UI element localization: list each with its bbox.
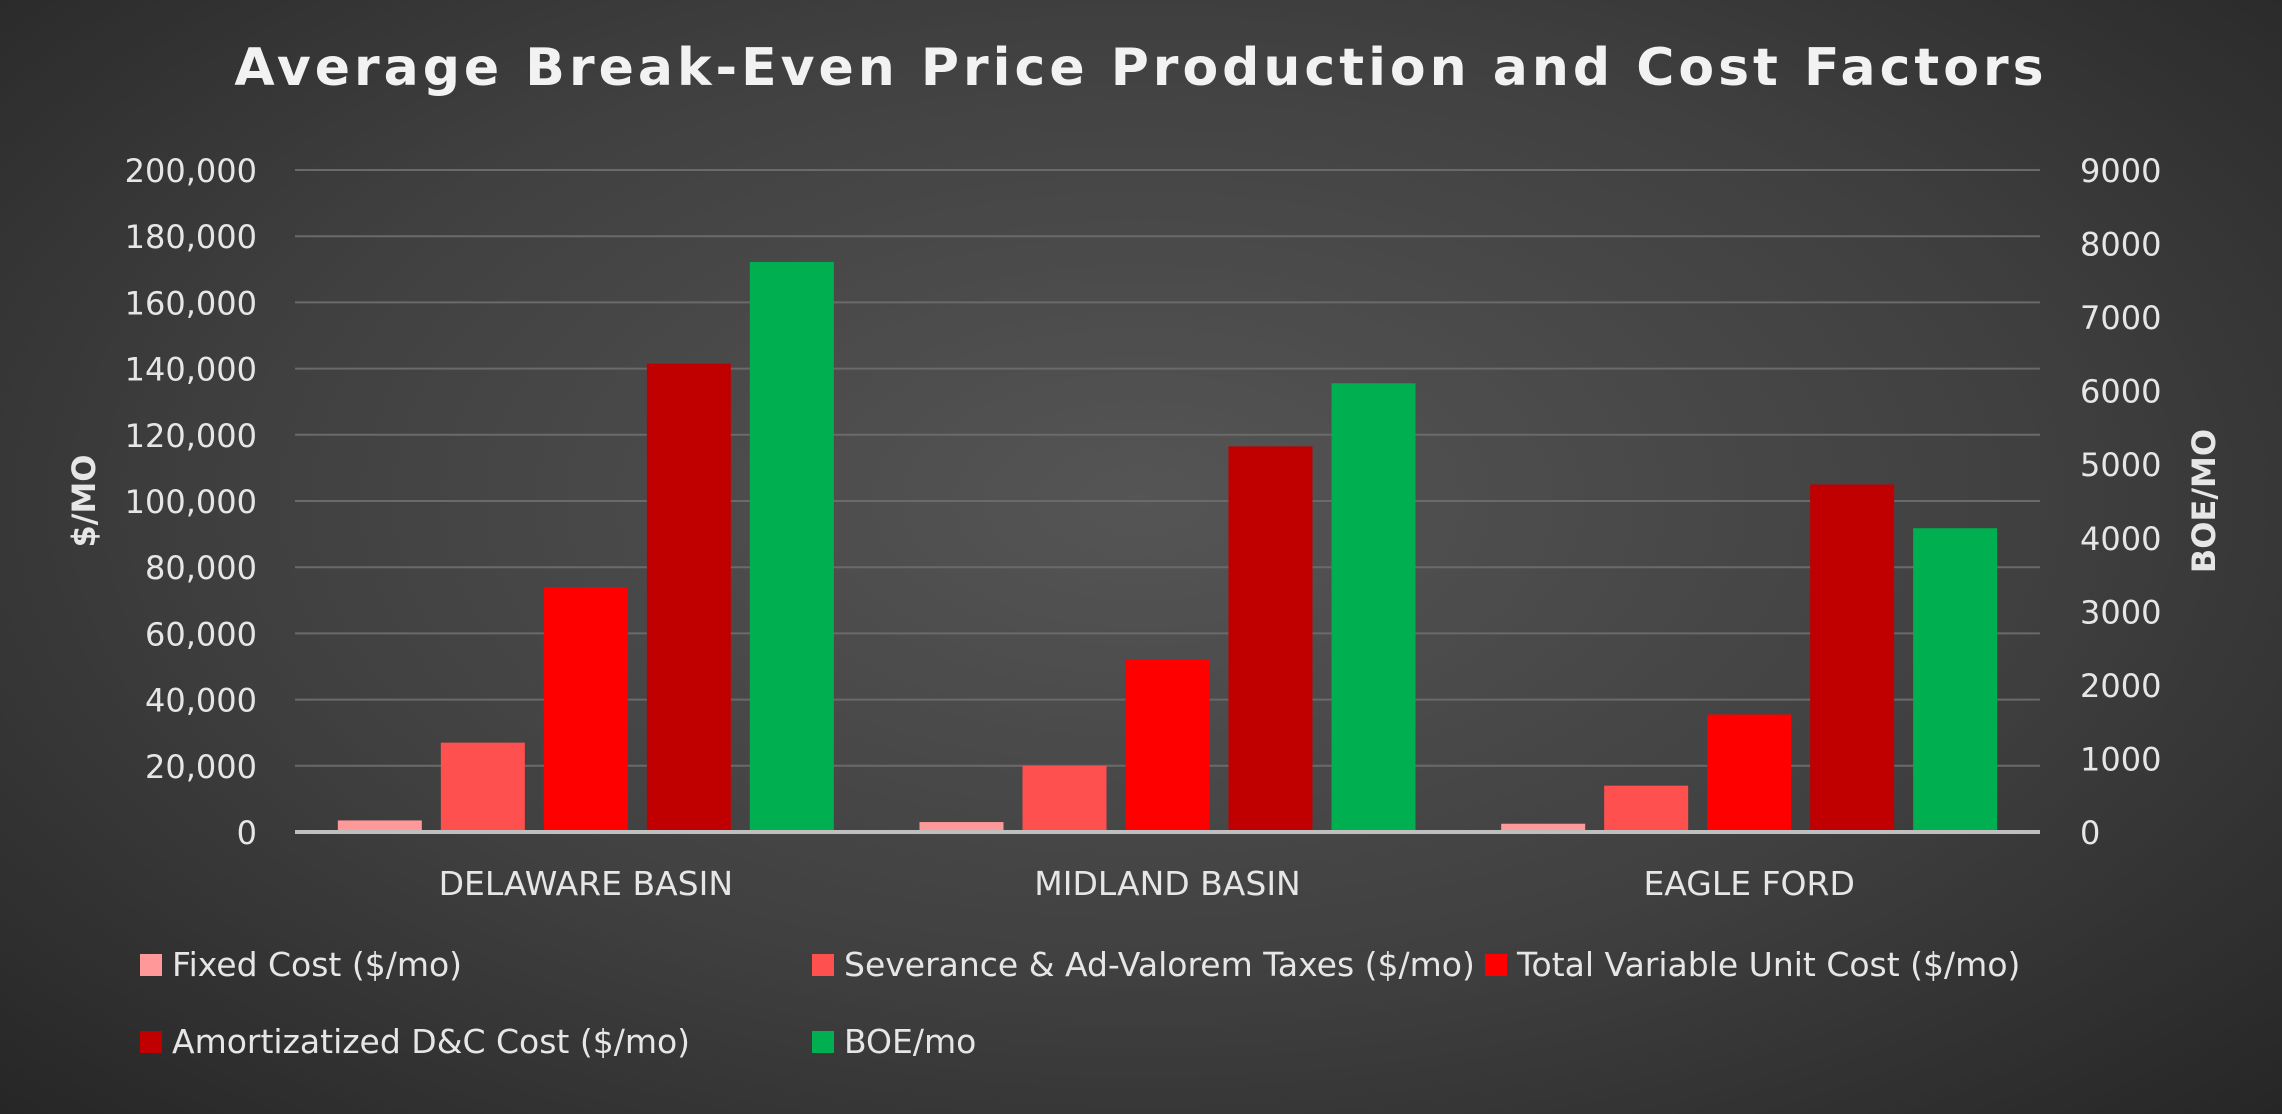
- left-tick-label: 200,000: [125, 152, 257, 190]
- left-tick-label: 140,000: [125, 351, 257, 389]
- bar: [1707, 714, 1792, 832]
- legend-swatch: [812, 1030, 834, 1053]
- bar: [1022, 765, 1107, 832]
- bar: [1331, 383, 1416, 832]
- legend-item: Total Variable Unit Cost ($/mo): [1485, 945, 2020, 984]
- legend-item: BOE/mo: [812, 1022, 976, 1061]
- chart-title: Average Break-Even Price Production and …: [234, 38, 2048, 98]
- bar: [749, 261, 834, 832]
- legend-item: Amortizatized D&C Cost ($/mo): [140, 1022, 690, 1061]
- bar: [1604, 785, 1689, 832]
- left-tick-label: 120,000: [125, 417, 257, 455]
- bar: [919, 822, 1004, 832]
- left-tick-label: 0: [237, 814, 257, 852]
- right-tick-label: 6000: [2080, 373, 2161, 411]
- left-tick-label: 40,000: [145, 682, 257, 720]
- category-label: EAGLE FORD: [1643, 864, 1854, 903]
- bar: [1125, 659, 1210, 832]
- left-tick-label: 80,000: [145, 549, 257, 587]
- legend-label: Total Variable Unit Cost ($/mo): [1517, 945, 2021, 984]
- bar: [1810, 484, 1895, 832]
- right-tick-label: 4000: [2080, 520, 2161, 558]
- right-tick-label: 8000: [2080, 226, 2161, 264]
- bar: [543, 587, 628, 832]
- legend-swatch: [140, 953, 162, 976]
- legend-label: Amortizatized D&C Cost ($/mo): [172, 1022, 691, 1061]
- right-tick-label: 9000: [2080, 152, 2161, 190]
- legend-swatch: [1485, 953, 1507, 976]
- legend-label: Fixed Cost ($/mo): [172, 945, 463, 984]
- legend-item: Fixed Cost ($/mo): [140, 945, 462, 984]
- right-tick-label: 7000: [2080, 299, 2161, 337]
- bar: [337, 820, 422, 832]
- bar: [1501, 823, 1586, 832]
- legend-swatch: [140, 1030, 162, 1053]
- bar: [646, 363, 731, 832]
- right-tick-label: 3000: [2080, 593, 2161, 631]
- right-axis-title: BOE/MO: [2185, 429, 2223, 573]
- legend-swatch: [812, 953, 834, 976]
- left-tick-label: 180,000: [125, 218, 257, 256]
- right-tick-label: 1000: [2080, 740, 2161, 778]
- right-tick-label: 0: [2080, 814, 2100, 852]
- bar: [1228, 446, 1313, 832]
- left-tick-label: 100,000: [125, 483, 257, 521]
- bar: [440, 742, 525, 832]
- right-tick-label: 5000: [2080, 446, 2161, 484]
- left-tick-label: 20,000: [145, 748, 257, 786]
- right-tick-label: 2000: [2080, 667, 2161, 705]
- legend-label: BOE/mo: [844, 1022, 977, 1061]
- category-label: MIDLAND BASIN: [1034, 864, 1301, 903]
- legend-label: Severance & Ad-Valorem Taxes ($/mo): [844, 945, 1475, 984]
- bar: [1913, 528, 1998, 832]
- category-label: DELAWARE BASIN: [439, 864, 733, 903]
- left-tick-label: 160,000: [125, 284, 257, 322]
- left-axis-title: $/MO: [65, 455, 103, 548]
- left-tick-label: 60,000: [145, 615, 257, 653]
- legend-item: Severance & Ad-Valorem Taxes ($/mo): [812, 945, 1475, 984]
